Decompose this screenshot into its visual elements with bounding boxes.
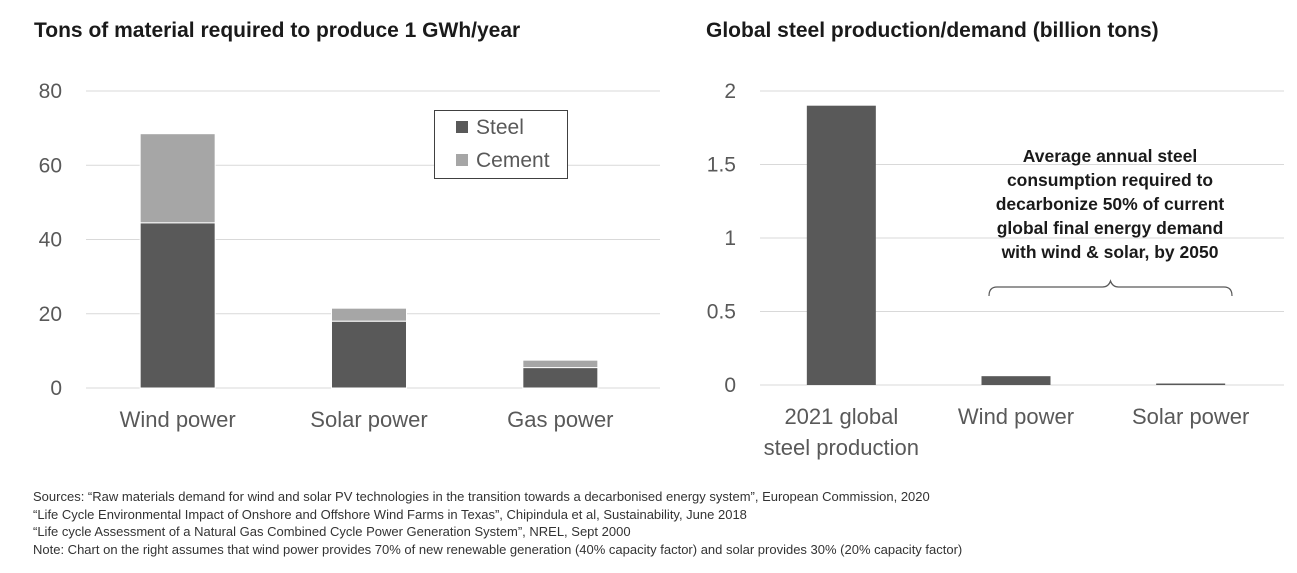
bar-value xyxy=(1156,383,1226,385)
right-chart-title: Global steel production/demand (billion … xyxy=(706,19,1159,42)
bar-cement xyxy=(331,307,407,322)
y-tick-label: 40 xyxy=(39,229,62,252)
source-line: “Life cycle Assessment of a Natural Gas … xyxy=(33,524,631,539)
x-category-label: Wind power xyxy=(120,407,236,432)
bar-cement xyxy=(139,133,216,224)
source-line: “Life Cycle Environmental Impact of Onsh… xyxy=(33,506,747,522)
note-line: Note: Chart on the right assumes that wi… xyxy=(33,541,963,557)
y-tick-label: 1.5 xyxy=(707,154,736,177)
left-chart-title: Tons of material required to produce 1 G… xyxy=(34,19,521,42)
legend-label: Steel xyxy=(476,116,524,139)
left-chart: 0 20 40 60 80 Wind power Solar power Gas power S… xyxy=(39,80,660,432)
bar-steel xyxy=(331,320,407,389)
annotation-line: global final energy demand xyxy=(997,218,1224,238)
y-tick-label: 2 xyxy=(724,80,736,103)
bar-steel xyxy=(522,367,599,389)
y-tick-label: 0 xyxy=(724,374,736,397)
legend-swatch xyxy=(456,121,468,133)
x-category-label: steel production xyxy=(764,435,919,460)
annotation-brace xyxy=(988,279,1233,297)
x-category-label: Wind power xyxy=(958,404,1074,429)
annotation-line: decarbonize 50% of current xyxy=(996,194,1225,214)
y-tick-label: 1 xyxy=(724,227,736,250)
x-category-label: Solar power xyxy=(310,407,427,432)
legend-label: Cement xyxy=(476,149,550,172)
annotation-line: Average annual steel xyxy=(1023,146,1197,166)
bar-value xyxy=(806,105,876,385)
bar-value xyxy=(981,376,1051,385)
bar-cement xyxy=(522,359,599,369)
x-category-label: 2021 global xyxy=(784,404,898,429)
annotation-line: consumption required to xyxy=(1007,170,1213,190)
x-category-label: Solar power xyxy=(1132,404,1249,429)
sources-notes: Sources: “Raw materials demand for wind … xyxy=(33,488,962,558)
y-tick-label: 0 xyxy=(50,377,62,400)
y-tick-label: 80 xyxy=(39,80,62,103)
y-tick-label: 0.5 xyxy=(707,301,736,324)
y-tick-label: 20 xyxy=(39,303,62,326)
right-chart: 0 0.5 1 1.5 2 2021 global steel production Wind… xyxy=(707,80,1284,460)
annotation-line: with wind & solar, by 2050 xyxy=(1001,242,1219,262)
x-category-label: Gas power xyxy=(507,407,613,432)
bar-steel xyxy=(139,222,216,389)
legend-swatch xyxy=(456,154,468,166)
y-tick-label: 60 xyxy=(39,154,62,177)
source-line: Sources: “Raw materials demand for wind … xyxy=(33,489,930,504)
